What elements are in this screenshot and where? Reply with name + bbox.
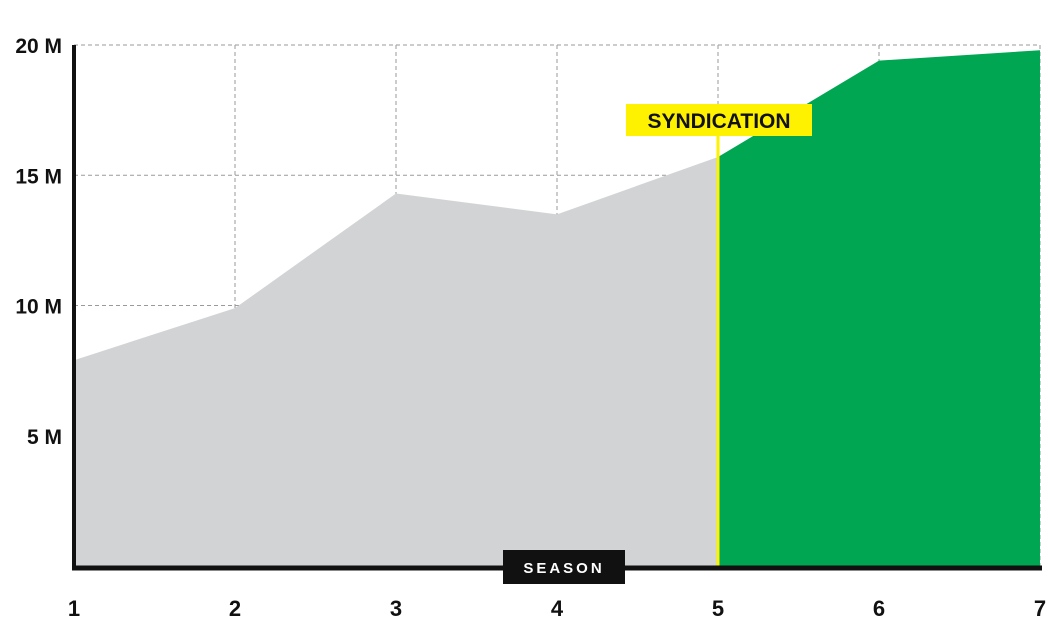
area-after-syndication [718, 50, 1040, 566]
x-tick-label-7: 7 [1034, 596, 1046, 621]
y-tick-label-20: 20 M [15, 35, 62, 58]
y-tick-label-5: 5 M [27, 426, 62, 449]
x-axis-title-group: SEASON [503, 550, 625, 584]
x-tick-label-2: 2 [229, 596, 241, 621]
x-axis-title-badge [503, 550, 625, 584]
x-tick-labels: 1 2 3 4 5 6 7 [68, 596, 1046, 621]
area-before-syndication [74, 157, 718, 566]
syndication-label: SYNDICATION [647, 110, 790, 133]
x-axis-title: SEASON [523, 560, 604, 577]
x-tick-label-6: 6 [873, 596, 885, 621]
x-tick-label-1: 1 [68, 596, 80, 621]
x-tick-label-4: 4 [551, 596, 564, 621]
y-tick-labels: 5 M 10 M 15 M 20 M [15, 35, 62, 449]
syndication-badge [626, 104, 812, 136]
x-tick-label-3: 3 [390, 596, 402, 621]
syndication-marker: SYNDICATION [626, 104, 812, 566]
x-tick-label-5: 5 [712, 596, 724, 621]
area-series [74, 50, 1040, 566]
y-tick-label-10: 10 M [15, 296, 62, 319]
y-tick-label-15: 15 M [15, 165, 62, 188]
